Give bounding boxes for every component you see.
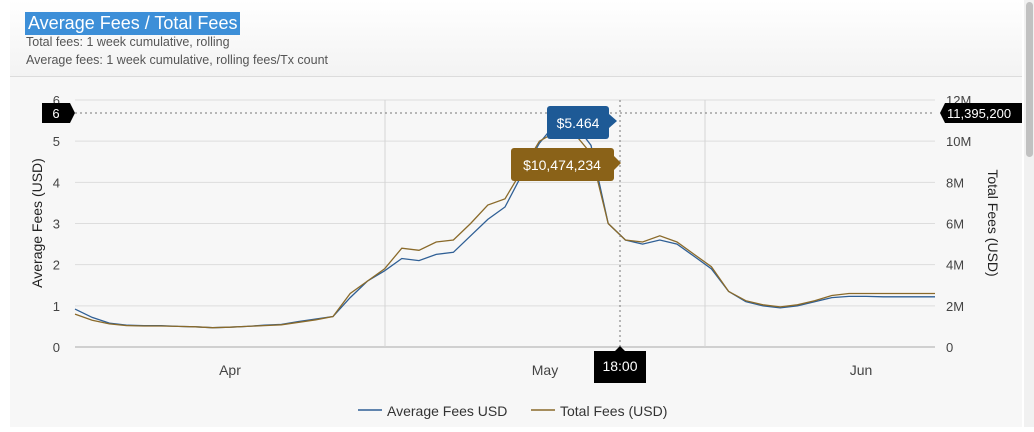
crosshair-left-label: 6 xyxy=(52,106,59,121)
y-right-tick-label: 10M xyxy=(946,134,971,149)
y-left-axis-title: Average Fees (USD) xyxy=(29,158,45,288)
y-right-tick-label: 8M xyxy=(946,175,964,190)
total-tooltip-pointer xyxy=(614,156,621,170)
y-left-tick-label: 0 xyxy=(53,340,60,355)
series-line-average-fees xyxy=(74,121,935,329)
y-right-axis-title: Total Fees (USD) xyxy=(985,169,1001,276)
scrollbar-thumb[interactable] xyxy=(1026,2,1033,157)
crosshair-x-label-box xyxy=(594,346,646,383)
y-right-tick-label: 0 xyxy=(946,340,953,355)
crosshair-right-label-box xyxy=(940,103,1025,123)
legend-label-average-fees[interactable]: Average Fees USD xyxy=(387,403,507,419)
y-right-tick-label: 2M xyxy=(946,299,964,314)
avg-tooltip-box xyxy=(547,106,609,139)
chart-header: Average Fees / Total Fees Total fees: 1 … xyxy=(10,0,1022,77)
y-left-tick-label: 5 xyxy=(53,134,60,149)
y-left-tick-label: 3 xyxy=(53,217,60,232)
legend-label-total-fees[interactable]: Total Fees (USD) xyxy=(560,403,667,419)
y-left-tick-label: 6 xyxy=(53,93,60,108)
chart-title: Average Fees / Total Fees xyxy=(25,12,241,35)
y-right-tick-label: 6M xyxy=(946,217,964,232)
avg-tooltip-value: $5.464 xyxy=(557,115,600,131)
x-tick-label: Apr xyxy=(219,362,241,378)
y-right-tick-label: 4M xyxy=(946,258,964,273)
crosshair-right-label: 11,395,200 xyxy=(947,106,1011,121)
chart-subtitle-total: Total fees: 1 week cumulative, rolling xyxy=(26,35,230,49)
y-left-tick-label: 1 xyxy=(53,299,60,314)
total-tooltip-value: $10,474,234 xyxy=(523,157,601,173)
chart-area[interactable]: 0 1 2 3 4 5 6 0 2M 4M 6M 8M 10M 12M Apr May Jun Average F… xyxy=(10,77,1025,427)
chart-subtitle-average: Average fees: 1 week cumulative, rolling… xyxy=(26,53,329,67)
avg-tooltip-pointer xyxy=(609,114,617,128)
crosshair-x-label: 18:00 xyxy=(602,358,637,374)
crosshair-left-label-box xyxy=(42,103,75,123)
x-tick-label: May xyxy=(532,362,558,378)
y-left-tick-label: 2 xyxy=(53,258,60,273)
x-tick-label: Jun xyxy=(850,362,873,378)
y-left-tick-label: 4 xyxy=(53,175,60,190)
vertical-scrollbar[interactable] xyxy=(1024,0,1034,427)
series-line-total-fees xyxy=(74,130,935,329)
total-tooltip-box xyxy=(511,148,614,181)
